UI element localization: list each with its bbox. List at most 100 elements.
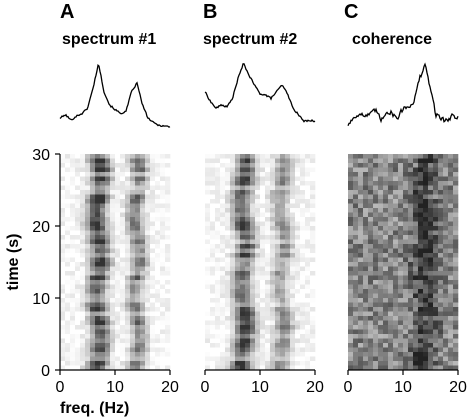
heatmap-cell: [150, 311, 156, 317]
heatmap-cell: [90, 347, 96, 353]
heatmap-cell: [250, 190, 256, 195]
heatmap-cell: [115, 253, 121, 258]
heatmap-cell: [70, 257, 76, 263]
heatmap-cell: [438, 212, 444, 218]
heatmap-cell: [85, 248, 91, 254]
heatmap-cell: [210, 289, 216, 294]
heatmap-cell: [125, 365, 131, 371]
heatmap-cell: [120, 343, 126, 348]
heatmap-cell: [275, 163, 281, 168]
heatmap-cell: [428, 266, 434, 272]
heatmap-cell: [240, 212, 246, 218]
heatmap-cell: [378, 365, 384, 371]
heatmap-cell: [85, 194, 91, 200]
heatmap-cell: [353, 235, 359, 240]
heatmap-cell: [295, 248, 301, 254]
heatmap-cell: [383, 203, 389, 209]
heatmap-cell: [388, 356, 394, 362]
x-axis-a: 0 10 20 freq. (Hz): [56, 369, 179, 417]
heatmap-cell: [70, 235, 76, 240]
heatmap-cell: [250, 172, 256, 177]
heatmap-cell: [398, 185, 404, 191]
heatmap-cell: [433, 343, 439, 348]
heatmap-cell: [125, 302, 131, 308]
heatmap-cell: [393, 302, 399, 308]
heatmap-cell: [300, 208, 306, 213]
heatmap-cell: [310, 262, 316, 267]
heatmap-cell: [358, 365, 364, 371]
heatmap-cell: [115, 325, 121, 330]
heatmap-cell: [398, 365, 404, 371]
heatmap-cell: [225, 316, 231, 321]
heatmap-cell: [433, 194, 439, 200]
heatmap-cell: [105, 248, 111, 254]
heatmap-cell: [65, 262, 71, 267]
heatmap-cell: [310, 163, 316, 168]
heatmap-cell: [105, 325, 111, 330]
heatmap-cell: [305, 154, 311, 159]
heatmap-cell: [135, 172, 141, 177]
heatmap-cell: [295, 275, 301, 281]
heatmap-cell: [413, 163, 419, 168]
heatmap-cell: [403, 329, 409, 335]
heatmap-cell: [85, 307, 91, 312]
heatmap-cell: [75, 307, 81, 312]
heatmap-cell: [60, 257, 66, 263]
heatmap-cell: [140, 163, 146, 168]
heatmap-cell: [353, 190, 359, 195]
heatmap-cell: [260, 208, 266, 213]
heatmap-cell: [250, 226, 256, 231]
heatmap-cell: [383, 239, 389, 245]
heatmap-cell: [215, 203, 221, 209]
heatmap-cell: [368, 221, 374, 227]
heatmap-cell: [90, 266, 96, 272]
heatmap-cell: [240, 320, 246, 326]
x-axis-c: 0 10 20: [344, 369, 467, 396]
heatmap-cell: [270, 361, 276, 366]
heatmap-cell: [290, 293, 296, 299]
heatmap-cell: [438, 266, 444, 272]
heatmap-cell: [75, 257, 81, 263]
heatmap-cell: [353, 248, 359, 254]
heatmap-cell: [100, 271, 106, 276]
heatmap-cell: [210, 190, 216, 195]
heatmap-cell: [225, 208, 231, 213]
heatmap-cell: [60, 176, 66, 182]
heatmap-cell: [150, 221, 156, 227]
heatmap-cell: [115, 176, 121, 182]
heatmap-cell: [155, 154, 161, 159]
heatmap-cell: [70, 293, 76, 299]
heatmap-cell: [270, 199, 276, 204]
heatmap-cell: [265, 253, 271, 258]
heatmap-cell: [115, 230, 121, 236]
heatmap-cell: [310, 365, 316, 371]
heatmap-cell: [155, 203, 161, 209]
heatmap-cell: [433, 311, 439, 317]
heatmap-cell: [388, 347, 394, 353]
heatmap-cell: [225, 248, 231, 254]
heatmap-cell: [115, 298, 121, 303]
heatmap-cell: [310, 352, 316, 357]
heatmap-cell: [80, 365, 86, 371]
heatmap-cell: [423, 325, 429, 330]
heatmap-cell: [393, 221, 399, 227]
heatmap-cell: [418, 230, 424, 236]
heatmap-cell: [275, 361, 281, 366]
heatmap-cell: [120, 253, 126, 258]
heatmap-cell: [418, 356, 424, 362]
heatmap-cell: [260, 320, 266, 326]
heatmap-cell: [130, 338, 136, 344]
heatmap-cell: [290, 284, 296, 290]
heatmap-cell: [205, 361, 211, 366]
heatmap-cell: [160, 230, 166, 236]
heatmap-cell: [145, 172, 151, 177]
heatmap-cell: [285, 226, 291, 231]
heatmap-cell: [403, 343, 409, 348]
heatmap-cell: [95, 338, 101, 344]
heatmap-cell: [255, 226, 261, 231]
x-tick-label: 0: [201, 379, 210, 396]
heatmap-cell: [270, 262, 276, 267]
heatmap-cell: [235, 217, 241, 222]
heatmap-cell: [403, 311, 409, 317]
heatmap-cell: [428, 154, 434, 159]
